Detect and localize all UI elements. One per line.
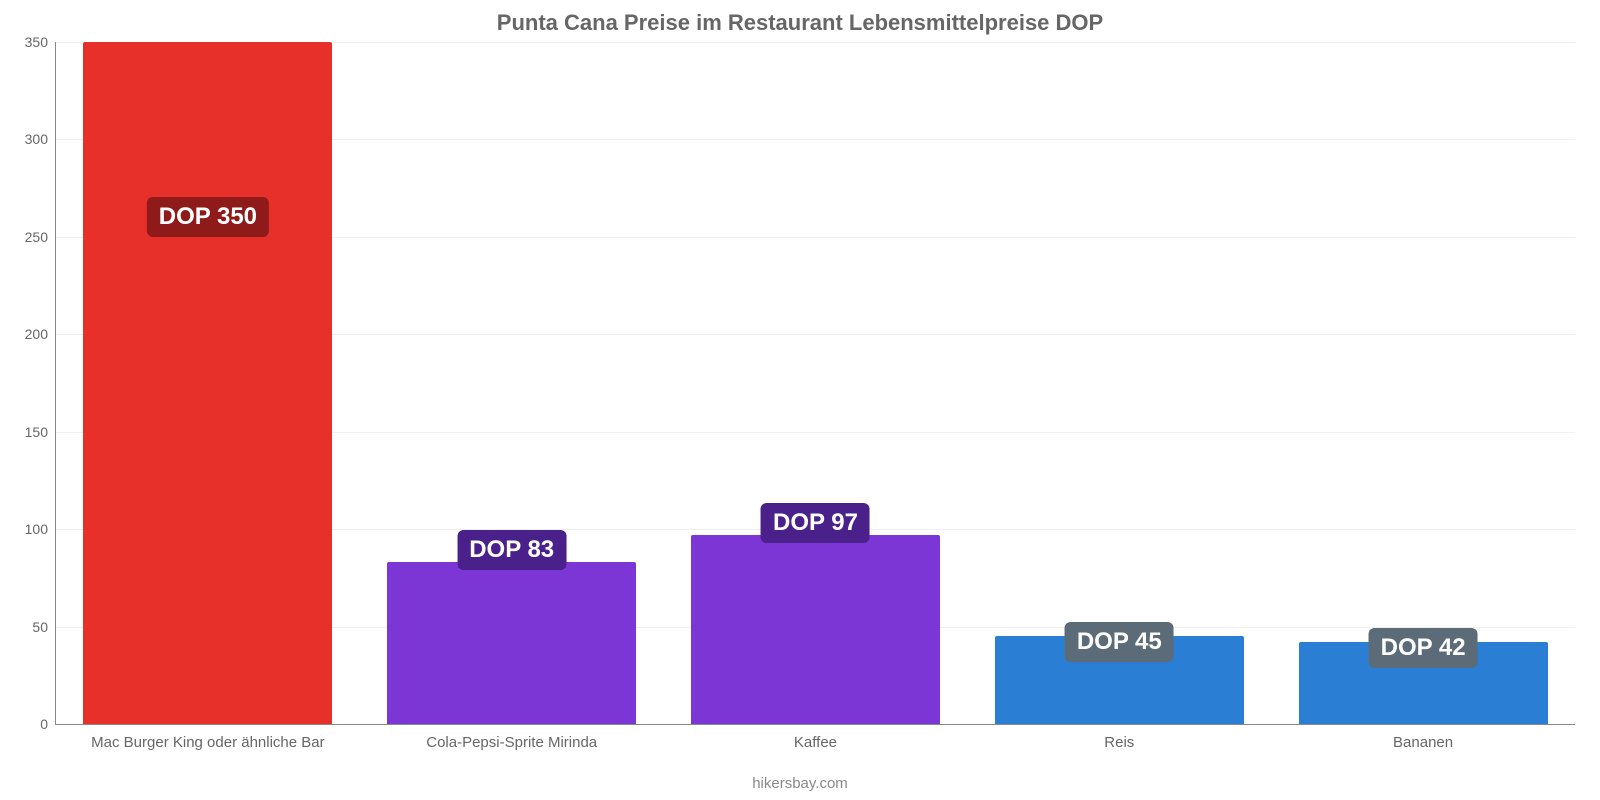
bar-slot: DOP 83Cola-Pepsi-Sprite Mirinda	[360, 42, 664, 724]
ytick-label: 100	[25, 521, 56, 537]
ytick-label: 50	[32, 619, 56, 635]
bar-slot: DOP 42Bananen	[1271, 42, 1575, 724]
xtick-label: Reis	[1104, 724, 1134, 751]
ytick-label: 350	[25, 34, 56, 50]
attribution: hikersbay.com	[0, 775, 1600, 792]
value-label: DOP 42	[1369, 628, 1478, 668]
bar: DOP 97	[691, 535, 940, 724]
value-label: DOP 97	[761, 503, 870, 543]
bar: DOP 45	[995, 636, 1244, 724]
bar-slot: DOP 350Mac Burger King oder ähnliche Bar	[56, 42, 360, 724]
ytick-label: 150	[25, 424, 56, 440]
ytick-label: 300	[25, 131, 56, 147]
xtick-label: Bananen	[1393, 724, 1453, 751]
xtick-label: Mac Burger King oder ähnliche Bar	[91, 724, 324, 751]
bar-slot: DOP 45Reis	[967, 42, 1271, 724]
bar-slot: DOP 97Kaffee	[664, 42, 968, 724]
xtick-label: Cola-Pepsi-Sprite Mirinda	[426, 724, 597, 751]
bar: DOP 83	[387, 562, 636, 724]
ytick-label: 250	[25, 229, 56, 245]
plot-area: 050100150200250300350 DOP 350Mac Burger …	[55, 42, 1575, 725]
value-label: DOP 83	[457, 530, 566, 570]
chart-title: Punta Cana Preise im Restaurant Lebensmi…	[0, 0, 1600, 36]
ytick-label: 0	[40, 716, 56, 732]
price-chart: Punta Cana Preise im Restaurant Lebensmi…	[0, 0, 1600, 800]
value-label: DOP 45	[1065, 622, 1174, 662]
bars-container: DOP 350Mac Burger King oder ähnliche Bar…	[56, 42, 1575, 724]
bar: DOP 350	[83, 42, 332, 724]
ytick-label: 200	[25, 326, 56, 342]
xtick-label: Kaffee	[794, 724, 837, 751]
value-label: DOP 350	[147, 197, 269, 237]
bar: DOP 42	[1299, 642, 1548, 724]
